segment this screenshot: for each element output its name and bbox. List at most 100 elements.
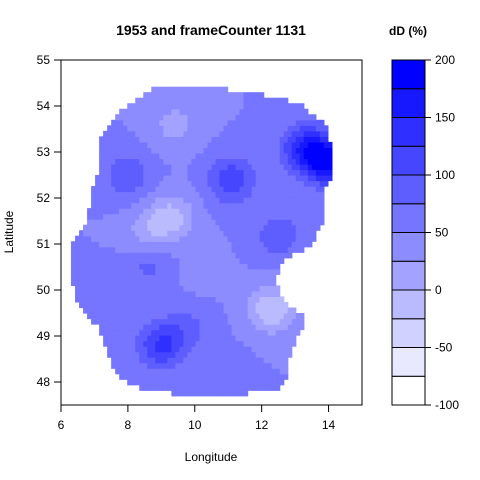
contour-cell-2086	[247, 340, 253, 347]
contour-cell-1641	[215, 357, 221, 364]
contour-cell-445	[127, 290, 132, 298]
contour-cell-482	[131, 368, 136, 375]
contour-cell-2008	[239, 169, 245, 176]
contour-cell-452	[127, 252, 132, 259]
contour-cell-1021	[171, 379, 176, 386]
contour-cell-2825	[319, 175, 325, 182]
contour-cell-1049	[171, 224, 176, 231]
contour-cell-740	[147, 108, 152, 115]
contour-cell-1366	[195, 329, 201, 336]
contour-cell-613	[139, 219, 144, 226]
contour-cell-1205	[183, 290, 189, 298]
contour-cell-2402	[271, 373, 277, 380]
contour-cell-2355	[267, 340, 273, 347]
contour-cell-97	[95, 307, 100, 314]
contour-cell-2494	[275, 147, 281, 154]
contour-cell-957	[163, 119, 168, 126]
contour-cell-2716	[299, 147, 305, 154]
contour-cell-1746	[219, 86, 225, 93]
contour-cell-696	[147, 351, 152, 358]
contour-cell-2327	[263, 202, 269, 209]
contour-cell-84	[91, 241, 96, 248]
contour-cell-2773	[307, 114, 313, 121]
contour-cell-1942	[235, 230, 241, 237]
contour-cell-75	[91, 290, 96, 298]
contour-cell-1837	[227, 202, 233, 209]
contour-cell-2695	[299, 324, 305, 331]
contour-cell-1960	[235, 130, 241, 137]
contour-cell-402	[123, 252, 128, 259]
contour-cell-1317	[191, 290, 197, 298]
contour-cell-623	[139, 163, 144, 171]
contour-cell-61	[87, 252, 92, 259]
contour-cell-454	[127, 241, 132, 248]
contour-cell-680	[143, 141, 148, 148]
contour-cell-1479	[203, 324, 209, 331]
contour-cell-2772	[307, 119, 313, 126]
contour-cell-1474	[203, 351, 209, 358]
contour-cell-71	[91, 313, 96, 320]
contour-cell-1153	[179, 268, 184, 275]
contour-cell-2432	[271, 208, 277, 215]
contour-cell-2641	[291, 224, 297, 231]
contour-cell-2382	[267, 191, 273, 198]
contour-cell-1242	[183, 86, 189, 93]
legend-swatch-3	[391, 289, 426, 320]
contour-cell-2456	[275, 368, 281, 375]
contour-cell-507	[131, 230, 136, 237]
contour-cell-1449	[199, 180, 205, 187]
contour-cell-2114	[247, 186, 253, 193]
contour-cell-1423	[199, 324, 205, 331]
contour-cell-99	[95, 296, 100, 303]
contour-cell-2230	[255, 141, 261, 148]
contour-cell-2571	[283, 213, 289, 220]
contour-cell-231	[107, 163, 112, 171]
contour-cell-1453	[199, 158, 205, 165]
contour-cell-101	[95, 285, 100, 292]
contour-cell-2602	[287, 252, 293, 259]
contour-cell-1415	[199, 368, 205, 375]
contour-cell-212	[107, 268, 112, 275]
contour-cell-2504	[279, 379, 285, 386]
contour-cell-2215	[255, 224, 261, 231]
contour-cell-321	[115, 163, 120, 171]
contour-cell-2626	[287, 119, 293, 126]
contour-cell-331	[119, 373, 124, 380]
contour-cell-122	[99, 329, 104, 336]
contour-cell-942	[163, 202, 168, 209]
contour-cell-1452	[199, 163, 205, 171]
contour-cell-513	[131, 197, 136, 204]
contour-cell-1926	[235, 318, 241, 325]
contour-cell-1345	[191, 136, 197, 143]
contour-cell-2364	[267, 290, 273, 298]
contour-cell-1463	[199, 103, 205, 110]
contour-cell-1556	[207, 208, 213, 215]
contour-cell-1912	[231, 92, 237, 99]
contour-cell-575	[135, 136, 140, 143]
contour-cell-353	[119, 252, 124, 259]
contour-cell-2376	[267, 224, 273, 231]
contour-cell-841	[155, 152, 160, 160]
contour-cell-2502	[275, 103, 281, 110]
contour-cell-1126	[175, 108, 180, 115]
contour-cell-963	[163, 86, 168, 93]
contour-cell-1673	[215, 180, 221, 187]
contour-cell-1581	[211, 379, 217, 386]
contour-cell-139	[99, 235, 104, 242]
contour-cell-2794	[311, 125, 317, 132]
contour-cell-407	[123, 224, 128, 231]
contour-cell-1265	[187, 268, 193, 275]
contour-cell-1627	[211, 125, 217, 132]
contour-cell-36	[83, 296, 88, 303]
contour-cell-800	[155, 379, 160, 386]
contour-cell-1188	[183, 384, 189, 391]
contour-cell-2356	[267, 335, 273, 342]
contour-cell-2720	[299, 125, 305, 132]
contour-cell-1509	[203, 158, 209, 165]
contour-cell-2292	[259, 97, 265, 104]
contour-cell-449	[127, 268, 132, 275]
contour-cell-83	[91, 246, 96, 253]
contour-cell-266	[111, 213, 116, 220]
contour-cell-2061	[243, 180, 249, 187]
contour-cell-87	[91, 224, 96, 231]
